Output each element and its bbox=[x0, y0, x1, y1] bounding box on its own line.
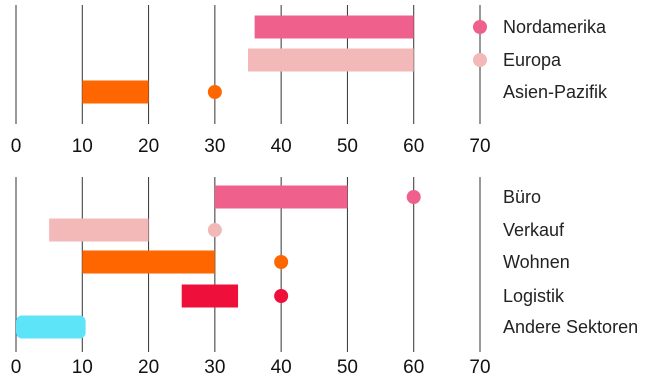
legend-label: Nordamerika bbox=[503, 17, 607, 37]
range-bar bbox=[214, 185, 348, 209]
x-tick-label: 40 bbox=[271, 357, 292, 378]
x-tick-label: 20 bbox=[138, 136, 159, 157]
legend-label: Wohnen bbox=[503, 252, 570, 272]
x-tick-label: 50 bbox=[337, 357, 358, 378]
range-bar bbox=[248, 48, 414, 72]
marker-point bbox=[406, 190, 421, 204]
legend-label: Verkauf bbox=[503, 220, 565, 240]
x-tick-label: 0 bbox=[11, 136, 22, 157]
x-tick-label: 30 bbox=[204, 136, 225, 157]
range-bar bbox=[82, 80, 149, 104]
legend-label: Europa bbox=[503, 50, 562, 70]
legend-label: Büro bbox=[503, 187, 541, 207]
marker-point bbox=[207, 223, 222, 237]
range-bar bbox=[254, 15, 414, 39]
legend-marker bbox=[473, 20, 487, 34]
x-tick-label: 40 bbox=[271, 136, 292, 157]
legend-marker bbox=[473, 53, 487, 67]
x-tick-label: 0 bbox=[11, 357, 22, 378]
marker-point bbox=[274, 289, 289, 303]
range-bar bbox=[82, 250, 215, 274]
x-tick-label: 10 bbox=[72, 136, 93, 157]
range-bar bbox=[181, 284, 239, 308]
x-tick-label: 60 bbox=[403, 136, 424, 157]
x-tick-label: 60 bbox=[403, 357, 424, 378]
x-tick-label: 70 bbox=[469, 357, 490, 378]
legend-label: Andere Sektoren bbox=[503, 317, 638, 337]
legend-label: Logistik bbox=[503, 286, 565, 306]
marker-point bbox=[274, 255, 289, 269]
marker-point bbox=[207, 85, 222, 99]
range-bar bbox=[16, 315, 86, 339]
legend-label: Asien-Pazifik bbox=[503, 82, 608, 102]
x-tick-label: 10 bbox=[72, 357, 93, 378]
x-tick-label: 70 bbox=[469, 136, 490, 157]
x-tick-label: 50 bbox=[337, 136, 358, 157]
x-tick-label: 20 bbox=[138, 357, 159, 378]
range-bar bbox=[49, 218, 149, 242]
x-tick-label: 30 bbox=[204, 357, 225, 378]
